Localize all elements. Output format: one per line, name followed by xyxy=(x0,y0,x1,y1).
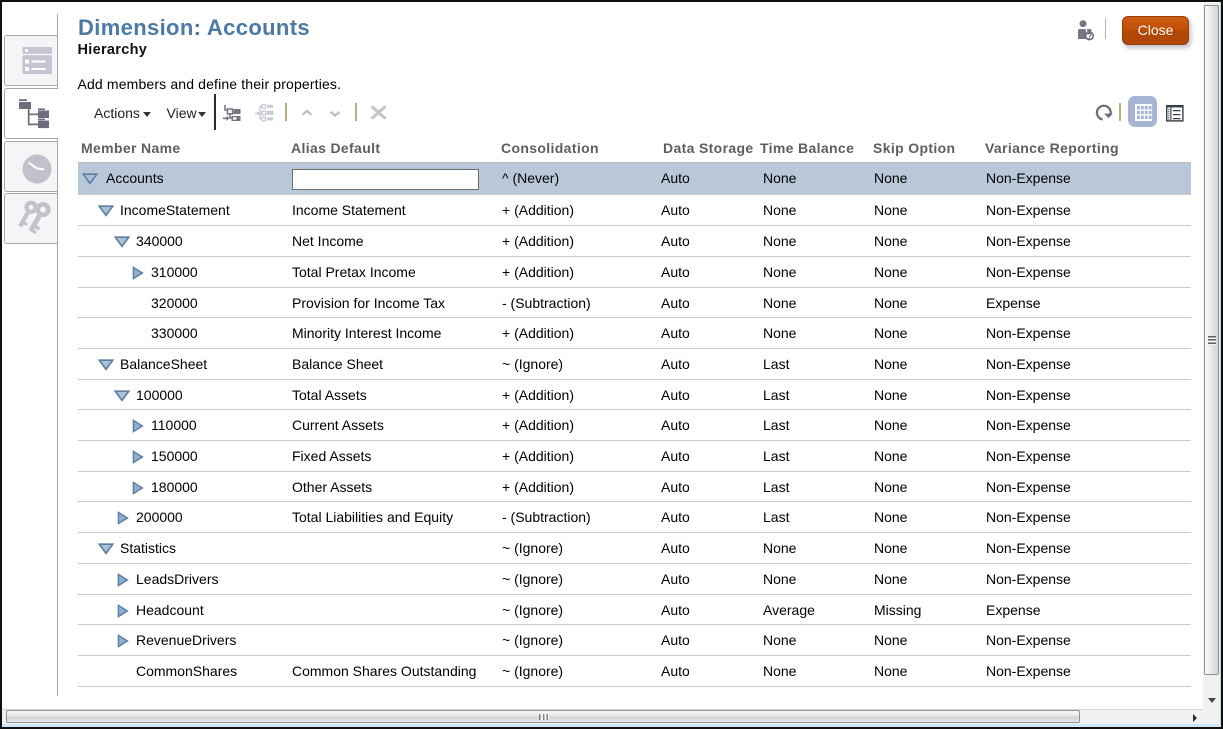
svg-text:?: ? xyxy=(1087,32,1092,41)
